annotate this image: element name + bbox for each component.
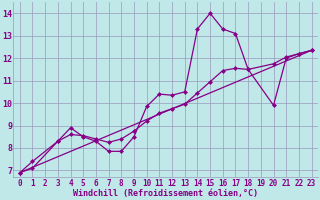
X-axis label: Windchill (Refroidissement éolien,°C): Windchill (Refroidissement éolien,°C) — [73, 189, 258, 198]
